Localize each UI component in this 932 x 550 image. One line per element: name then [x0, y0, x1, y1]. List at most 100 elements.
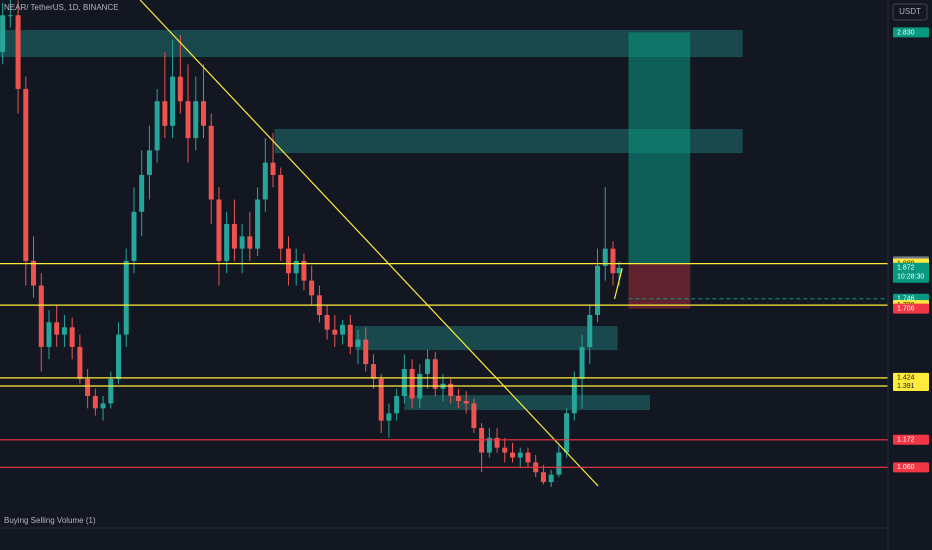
candle-body [15, 15, 21, 89]
zone [404, 395, 651, 411]
candle-body [579, 346, 585, 379]
price-label: 1.424 [897, 375, 915, 382]
candle-body [301, 260, 307, 281]
candle-body [293, 260, 299, 274]
candle-body [595, 265, 601, 315]
candle-body [340, 324, 346, 335]
price-label: 1.172 [897, 437, 915, 444]
candle-body [363, 339, 369, 365]
candle-body [255, 199, 261, 249]
candle-body [378, 378, 384, 421]
candle-body [471, 403, 477, 429]
candle-body [162, 101, 168, 126]
candle-body [216, 199, 222, 261]
price-label: 1.060 [897, 464, 915, 471]
candle-body [131, 211, 137, 261]
price-label-bg [893, 462, 929, 473]
candle-body [92, 396, 98, 409]
candle-body [602, 248, 608, 266]
candle-body [347, 324, 353, 347]
price-label-bg [893, 27, 929, 38]
candle-body [100, 403, 106, 409]
candle-body [139, 174, 145, 212]
currency[interactable]: USDT [899, 7, 921, 16]
candle-body [510, 452, 516, 458]
price-label: 1.746 [897, 296, 915, 303]
countdown: 10:28:30 [897, 274, 924, 281]
candle-body [193, 101, 199, 139]
price-label-bg [893, 262, 929, 283]
chart-title: NEAR/ TetherUS, 1D, BINANCE [4, 3, 119, 12]
candle-body [270, 162, 276, 175]
candle-body [425, 359, 431, 374]
price-label-bg [893, 434, 929, 445]
candle-body [262, 162, 268, 200]
position-stop [628, 263, 691, 309]
indicator-label: Buying Selling Volume (1) [4, 516, 96, 525]
candle-body [525, 452, 531, 463]
candle-body [494, 437, 500, 448]
candle-body [401, 369, 407, 397]
candle-body [455, 396, 461, 401]
candle-body [332, 329, 338, 335]
candle-body [200, 101, 206, 126]
candle-body [247, 236, 253, 249]
candle-body [108, 378, 114, 404]
price-label: 1.391 [897, 383, 915, 390]
price-label-bg [893, 380, 929, 391]
candle-body [517, 452, 523, 458]
candle-body [61, 327, 67, 335]
candle-body [85, 378, 91, 397]
candle-body [502, 447, 508, 453]
candle-body [0, 15, 6, 53]
candle-body [69, 327, 75, 347]
zone [354, 326, 618, 351]
candle-body [170, 76, 176, 126]
candle-body [587, 314, 593, 347]
candle-body [370, 364, 376, 379]
candle-body [463, 400, 469, 404]
price-label: 2.830 [897, 29, 915, 36]
candle-body [309, 280, 315, 296]
candle-body [448, 383, 454, 397]
candle-body [616, 267, 622, 274]
candle-body [324, 314, 330, 330]
price-label: 1.872 [897, 265, 915, 272]
candle-body [610, 248, 616, 274]
candle-body [46, 322, 52, 347]
candle-body [564, 413, 570, 453]
candle-body [394, 396, 400, 414]
candle-body [540, 472, 546, 483]
candle-body [77, 346, 83, 379]
candle-body [7, 15, 13, 17]
price-label: 1.706 [897, 305, 915, 312]
candle-body [486, 437, 492, 453]
candle-body [23, 88, 29, 261]
candle-body [31, 260, 37, 286]
position-target [628, 32, 691, 264]
candle-body [116, 334, 122, 379]
trend-line [613, 268, 623, 300]
candle-body [185, 101, 191, 139]
candle-body [556, 452, 562, 475]
price-label-bg [893, 303, 929, 314]
candle-body [224, 224, 230, 261]
trend-line [139, 0, 599, 487]
price-label-bg [893, 372, 929, 383]
candle-body [239, 236, 245, 249]
candle-body [177, 76, 183, 102]
candle-body [386, 413, 392, 421]
candle-body [154, 101, 160, 151]
candle-body [146, 150, 152, 175]
candle-body [432, 359, 438, 389]
zone [0, 29, 743, 58]
currency-box[interactable] [892, 3, 928, 21]
candle-body [355, 339, 361, 347]
candle-body [38, 285, 44, 347]
candle-body [571, 378, 577, 414]
candle-body [231, 224, 237, 249]
candle-body [548, 474, 554, 483]
candle-body [123, 260, 129, 335]
